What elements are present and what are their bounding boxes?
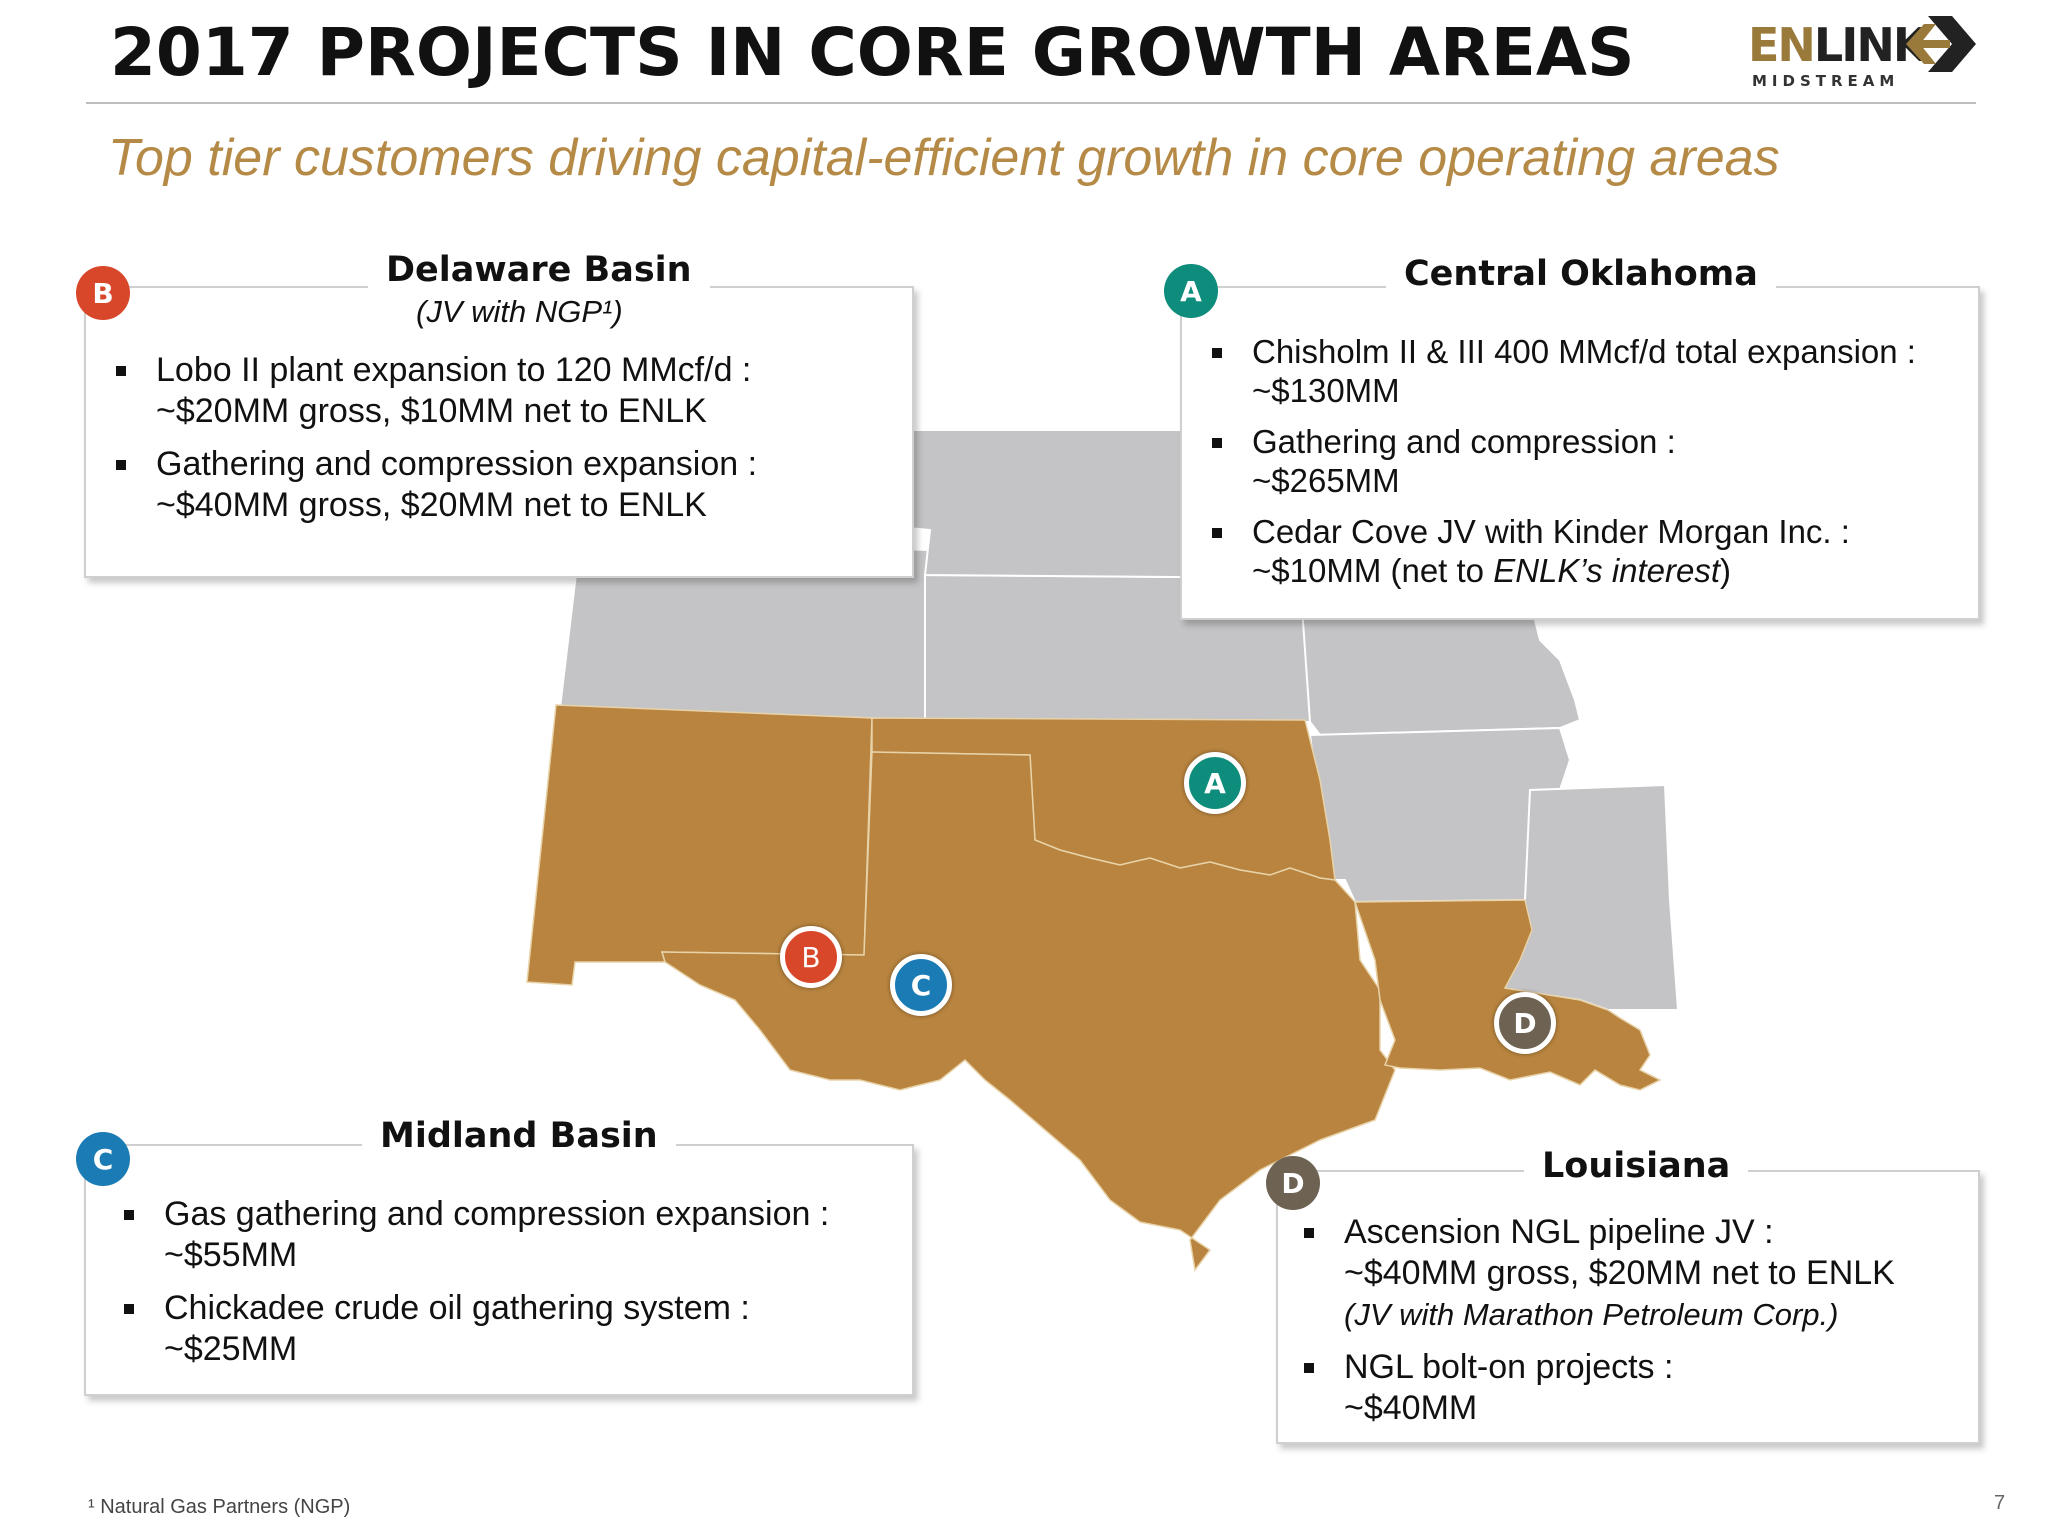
title-divider [86,102,1976,104]
list-item: NGL bolt-on projects : ~$40MM [1300,1347,1970,1429]
delaware-item-list: Lobo II plant expansion to 120 MMcf/d : ~… [112,350,902,538]
central-oklahoma-box: Chisholm II & III 400 MMcf/d total expan… [1180,286,1980,620]
list-item: Chisholm II & III 400 MMcf/d total expan… [1208,332,1978,410]
delaware-basin-box: Lobo II plant expansion to 120 MMcf/d : ~… [84,286,914,578]
list-item: Lobo II plant expansion to 120 MMcf/d : ~… [112,350,902,432]
map-marker-a: A [1184,752,1246,814]
oklahoma-item-list: Chisholm II & III 400 MMcf/d total expan… [1208,332,1978,602]
louisiana-item-list: Ascension NGL pipeline JV : ~$40MM gross,… [1300,1212,1970,1441]
midland-header: Midland Basin [362,1116,676,1156]
midland-badge: C [76,1132,130,1186]
logo-arrow-icon [1906,16,1976,72]
page-number: 7 [1994,1492,2006,1514]
map-marker-c: C [890,954,952,1016]
list-item: Cedar Cove JV with Kinder Morgan Inc. : ~… [1208,512,1978,590]
page-subtitle: Top tier customers driving capital-effic… [108,129,1780,187]
map-marker-b: B [780,926,842,988]
louisiana-header: Louisiana [1524,1146,1749,1186]
midland-leader-line [136,1144,356,1146]
list-item: Gathering and compression : ~$265MM [1208,422,1978,500]
state-louisiana [1353,899,1662,1091]
delaware-header: Delaware Basin [368,250,710,290]
louisiana-badge: D [1266,1156,1320,1210]
oklahoma-leader-line [1226,286,1366,288]
list-item: Chickadee crude oil gathering system : ~$… [120,1288,910,1370]
map-marker-d: D [1494,992,1556,1054]
list-item: Gathering and compression expansion : ~$4… [112,444,902,526]
list-item: Gas gathering and compression expansion … [120,1194,910,1276]
logo-subtext: MIDSTREAM [1752,72,1900,90]
footnote: ¹ Natural Gas Partners (NGP) [88,1496,351,1518]
delaware-badge: B [76,266,130,320]
midland-basin-box: Gas gathering and compression expansion … [84,1144,914,1396]
oklahoma-badge: A [1164,264,1218,318]
page-title: 2017 PROJECTS IN CORE GROWTH AREAS [110,14,1635,91]
state-texas [660,751,1396,1272]
louisiana-box: Ascension NGL pipeline JV : ~$40MM gross,… [1276,1170,1980,1444]
louisiana-leader-line [1316,1170,1506,1172]
midland-item-list: Gas gathering and compression expansion … [120,1194,910,1382]
enlink-logo: ENLINK MIDSTREAM [1748,14,1978,94]
list-item: Ascension NGL pipeline JV : ~$40MM gross,… [1300,1212,1970,1335]
oklahoma-header: Central Oklahoma [1386,254,1776,294]
delaware-subheader: (JV with NGP¹) [416,294,623,329]
